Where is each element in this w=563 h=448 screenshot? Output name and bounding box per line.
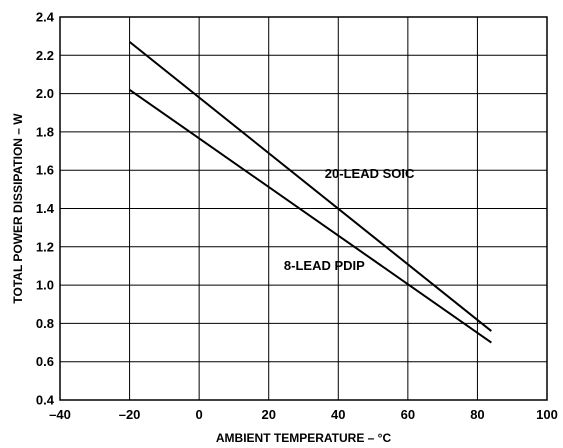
y-tick-label: 1.0 [36, 278, 54, 293]
x-tick-label: 40 [331, 407, 345, 422]
x-tick-label: 20 [261, 407, 275, 422]
y-tick-label: 1.6 [36, 163, 54, 178]
x-tick-label: 0 [196, 407, 203, 422]
y-tick-label: 1.8 [36, 124, 54, 139]
grid [60, 17, 547, 400]
y-tick-label: 1.2 [36, 239, 54, 254]
x-tick-label: 80 [470, 407, 484, 422]
y-tick-label: 0.8 [36, 316, 54, 331]
series-line [128, 88, 492, 344]
y-tick-label: 2.2 [36, 48, 54, 63]
x-tick-labels: –40 –20 0 20 40 60 80 100 [49, 407, 558, 422]
y-axis-title: TOTAL POWER DISSIPATION – W [11, 113, 25, 304]
x-tick-label: –40 [49, 407, 71, 422]
y-tick-label: 2.0 [36, 86, 54, 101]
plot-frame [59, 16, 548, 401]
series-label: 8-LEAD PDIP [284, 258, 365, 273]
series-label: 20-LEAD SOIC [325, 166, 415, 181]
x-tick-label: 60 [401, 407, 415, 422]
y-tick-label: 0.4 [36, 393, 55, 408]
x-tick-label: –20 [119, 407, 141, 422]
x-tick-label: 100 [536, 407, 558, 422]
series-annotations: 20-LEAD SOIC 8-LEAD PDIP [284, 166, 415, 273]
series-layer [128, 41, 492, 344]
y-tick-label: 0.6 [36, 354, 54, 369]
series-line [128, 41, 492, 332]
y-tick-labels: 0.4 0.6 0.8 1.0 1.2 1.4 1.6 1.8 2.0 2.2 2.4 [36, 10, 55, 408]
y-tick-label: 2.4 [36, 10, 55, 25]
x-axis-title: AMBIENT TEMPERATURE – °C [216, 431, 392, 445]
y-tick-label: 1.4 [36, 201, 55, 216]
